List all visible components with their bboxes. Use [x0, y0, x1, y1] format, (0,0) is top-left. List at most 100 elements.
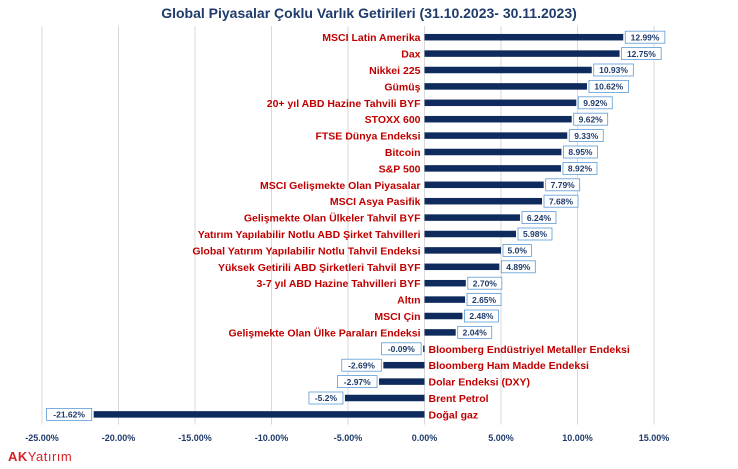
category-label: Nikkei 225 [369, 65, 421, 77]
data-label-box [341, 358, 382, 372]
category-label: Gümüş [384, 81, 420, 93]
data-label: 7.79% [551, 180, 576, 190]
data-label: 12.75% [627, 49, 656, 59]
data-label-box [500, 260, 536, 274]
brand-suffix: Yatırım [27, 449, 73, 464]
data-label: 6.24% [527, 213, 552, 223]
category-label: Yatırım Yapılabilir Notlu ABD Şirket Tah… [198, 229, 421, 241]
category-labels: MSCI Latin Amerika Dax Nikkei 225 Gümüş 20+ … [192, 32, 630, 421]
bar [424, 312, 463, 320]
category-label: MSCI Asya Pasifik [330, 196, 421, 208]
brand-logo: AKYatırım [8, 449, 72, 464]
data-label-box [467, 276, 503, 290]
data-label-box [621, 47, 662, 60]
chart-title: Global Piyasalar Çoklu Varlık Getirileri… [161, 5, 577, 21]
data-label: 9.62% [579, 114, 604, 124]
data-label: -0.09% [388, 344, 415, 354]
bar [424, 296, 466, 303]
data-label: 9.92% [583, 98, 608, 108]
bar [424, 132, 568, 139]
data-label: 2.65% [472, 295, 497, 305]
data-label-box [624, 30, 666, 44]
data-label-box [543, 194, 579, 208]
category-label: Bloomberg Ham Madde Endeksi [429, 360, 590, 372]
category-label: Dax [401, 49, 420, 61]
bar [383, 361, 425, 369]
data-label-box [577, 96, 613, 110]
data-label: 2.04% [463, 328, 488, 338]
data-label: 5.98% [523, 229, 548, 239]
data-label: 5.0% [508, 246, 528, 256]
data-label: -21.62% [53, 410, 85, 420]
data-label: -2.97% [344, 377, 371, 387]
data-label: 8.92% [568, 164, 593, 174]
data-label: -2.69% [348, 360, 375, 370]
data-label-box [521, 211, 557, 225]
category-label: Brent Petrol [429, 393, 489, 405]
x-tick-label: 5.00% [488, 433, 514, 443]
category-label: S&P 500 [379, 163, 421, 175]
category-label: MSCI Latin Amerika [322, 32, 420, 44]
x-tick-label: -15.00% [178, 433, 212, 443]
data-label-box [308, 391, 344, 405]
data-label: 9.33% [574, 131, 599, 141]
data-label: 10.62% [594, 82, 623, 92]
category-label: Global Yatırım Yapılabilir Notlu Tahvil … [192, 245, 420, 257]
bar [424, 66, 592, 74]
bar [424, 115, 572, 123]
bar [424, 214, 520, 221]
data-label-box [568, 129, 604, 143]
data-label-box [457, 325, 493, 339]
category-label: MSCI Gelişmekte Olan Piyasalar [260, 180, 421, 192]
bar [424, 329, 456, 336]
category-label: STOXX 600 [365, 114, 421, 126]
data-label-box [593, 63, 634, 77]
x-tick-label: 0.00% [412, 433, 438, 443]
data-label: 2.48% [469, 311, 494, 321]
bar [344, 394, 425, 402]
data-label: 2.70% [473, 278, 498, 288]
category-label: Yüksek Getirili ABD Şirketleri Tahvil BY… [218, 262, 421, 274]
data-label-box [466, 293, 502, 307]
bars [93, 33, 624, 418]
gridlines [41, 26, 655, 425]
bar [379, 378, 425, 385]
category-label: Bloomberg Endüstriyel Metaller Endeksi [429, 344, 630, 356]
x-tick-label: -5.00% [334, 433, 363, 443]
x-tick-label: -20.00% [102, 433, 136, 443]
data-label-box [573, 112, 609, 126]
category-label: Gelişmekte Olan Ülke Paraları Endeksi [228, 326, 420, 339]
data-label: 10.93% [599, 65, 628, 75]
x-tick-label: 10.00% [562, 433, 593, 443]
x-axis-ticks: -25.00% -20.00% -15.00% -10.00% -5.00% 0.00% 5… [25, 433, 669, 443]
category-label: Doğal gaz [429, 409, 479, 421]
category-label: 3-7 yıl ABD Hazine Tahvilleri BYF [257, 278, 422, 290]
data-label: 12.99% [631, 32, 660, 42]
bar [424, 50, 620, 57]
category-label: 20+ yıl ABD Hazine Tahvili BYF [267, 98, 421, 110]
bar [93, 411, 425, 418]
data-label-box [337, 375, 378, 389]
category-label: Bitcoin [385, 147, 421, 159]
data-label: 7.68% [549, 196, 574, 206]
data-label-box [545, 178, 581, 192]
data-label: -5.2% [315, 393, 338, 403]
data-label-box [563, 145, 598, 159]
brand-prefix: AK [8, 449, 28, 464]
bar [424, 230, 516, 238]
data-label: 8.95% [568, 147, 593, 157]
data-label-box [502, 243, 532, 257]
bar [424, 99, 577, 107]
data-label-box [562, 161, 598, 175]
data-label: 4.89% [506, 262, 531, 272]
bar [424, 263, 500, 271]
category-label: FTSE Dünya Endeksi [315, 131, 420, 143]
bar [424, 279, 466, 287]
data-labels: 12.99% 12.75% 10.93% 10.62% 9.92% 9.62% 9.33% 8… [46, 30, 666, 421]
data-label-box [517, 227, 553, 241]
bar [424, 33, 624, 41]
bar [424, 197, 543, 205]
category-label: Altın [397, 295, 420, 307]
data-label-box [381, 342, 422, 356]
